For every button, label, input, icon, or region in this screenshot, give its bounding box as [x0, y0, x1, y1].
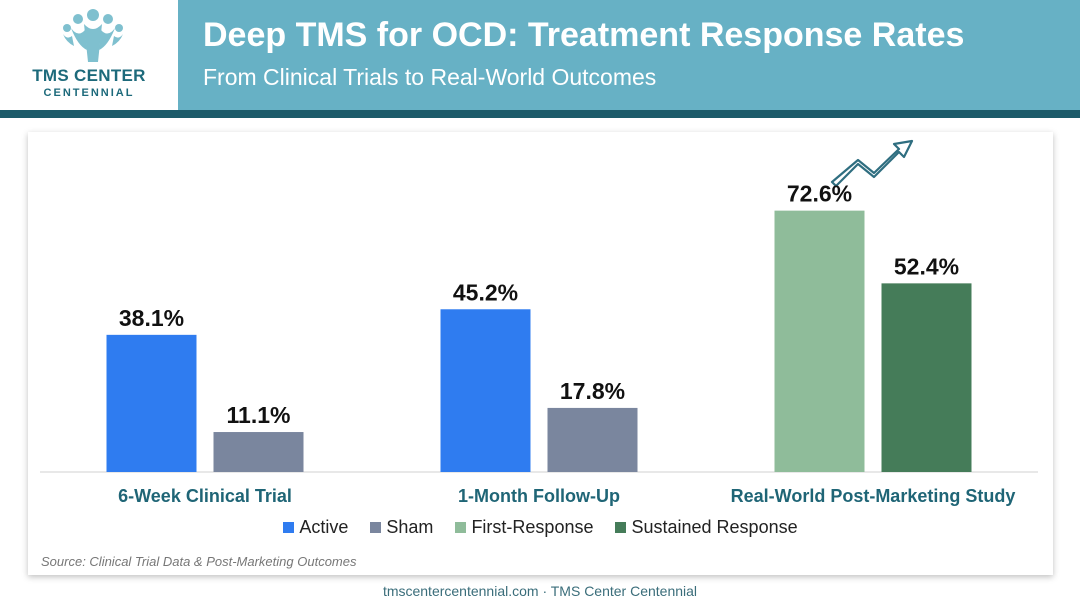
logo-name: TMS CENTER: [32, 66, 146, 85]
legend-item: First-Response: [455, 517, 593, 538]
chart-card: 38.1% 11.1% 6-Week Clinical Trial 45.2% 17.8…: [28, 132, 1053, 575]
data-label: 72.6%: [787, 181, 852, 207]
logo-subname: CENTENNIAL: [43, 87, 135, 99]
header-banner: TMS CENTER CENTENNIAL Deep TMS for OCD: …: [0, 0, 1080, 110]
footer-text: tmscentercentennial.com · TMS Center Cen…: [382, 583, 698, 599]
data-label: 45.2%: [453, 279, 518, 305]
people-logo-icon: [63, 9, 123, 62]
legend-item: Active: [283, 517, 348, 538]
page-title: Deep TMS for OCD: Treatment Response Rat…: [203, 16, 965, 54]
legend-item: Sustained Response: [615, 517, 798, 538]
bar-active-0: [106, 334, 197, 472]
category-label: 1-Month Follow-Up: [458, 486, 620, 506]
legend-swatch: [283, 522, 295, 533]
bar-active-1: [440, 309, 531, 472]
data-label: 52.4%: [894, 253, 959, 279]
bar-first-response-2: [774, 210, 865, 472]
page-subtitle: From Clinical Trials to Real-World Outco…: [203, 64, 657, 90]
legend-label: First-Response: [471, 517, 594, 537]
header-divider: [0, 110, 1080, 118]
bar-chart: 38.1% 11.1% 6-Week Clinical Trial 45.2% 17.8…: [40, 139, 1038, 506]
logo[interactable]: TMS CENTER CENTENNIAL: [0, 0, 178, 110]
legend-swatch: [370, 522, 382, 533]
data-label: 11.1%: [227, 402, 291, 428]
chart-legend: Active Sham First-Response Sustained Respon…: [28, 517, 1053, 538]
bar-sham-0: [213, 432, 304, 472]
legend-label: Active: [299, 517, 349, 537]
legend-label: Sham: [386, 517, 434, 537]
legend-swatch: [615, 522, 627, 533]
legend-swatch: [455, 522, 467, 533]
legend-label: Sustained Response: [631, 517, 798, 537]
bar-sham-1: [547, 407, 638, 472]
legend-item: Sham: [370, 517, 433, 538]
bar-sustained-response-2: [881, 283, 972, 472]
source-note: Source: Clinical Trial Data & Post-Marke…: [41, 554, 357, 569]
data-label: 17.8%: [560, 378, 625, 404]
trend-up-arrow-icon: [830, 139, 914, 188]
category-label: Real-World Post-Marketing Study: [731, 486, 1016, 506]
data-label: 38.1%: [119, 305, 184, 331]
category-label: 6-Week Clinical Trial: [118, 486, 292, 506]
